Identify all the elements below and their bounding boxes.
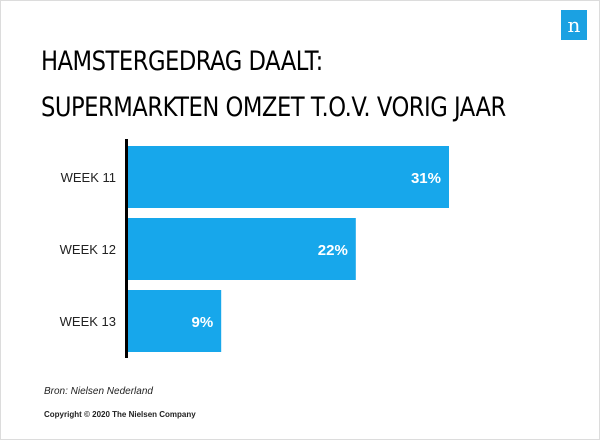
bar-week-13: [128, 290, 222, 352]
bar-week-12: [128, 218, 356, 280]
chart-title-line-1: HAMSTERGEDRAG DAALT:: [41, 46, 323, 77]
chart-title: HAMSTERGEDRAG DAALT: SUPERMARKTEN OMZET …: [41, 39, 506, 131]
chart-subtitle: SUPERMARKTEN OMZET T.O.V. VORIG JAAR: [41, 92, 506, 123]
nielsen-logo-icon: n: [561, 10, 587, 40]
bar-chart: WEEK 11 31% WEEK 12 22% WEEK 13 9%: [60, 139, 449, 358]
category-label: WEEK 11: [61, 170, 116, 185]
logo-letter: n: [567, 13, 581, 37]
data-label: 31%: [411, 170, 441, 187]
data-label: 9%: [192, 314, 214, 331]
category-label: WEEK 13: [60, 314, 116, 329]
bar-week-11: [128, 146, 449, 208]
copyright-note: Copyright © 2020 The Nielsen Company: [44, 410, 196, 419]
category-label: WEEK 12: [60, 242, 116, 257]
data-label: 22%: [318, 242, 348, 259]
source-note: Bron: Nielsen Nederland: [44, 386, 153, 397]
